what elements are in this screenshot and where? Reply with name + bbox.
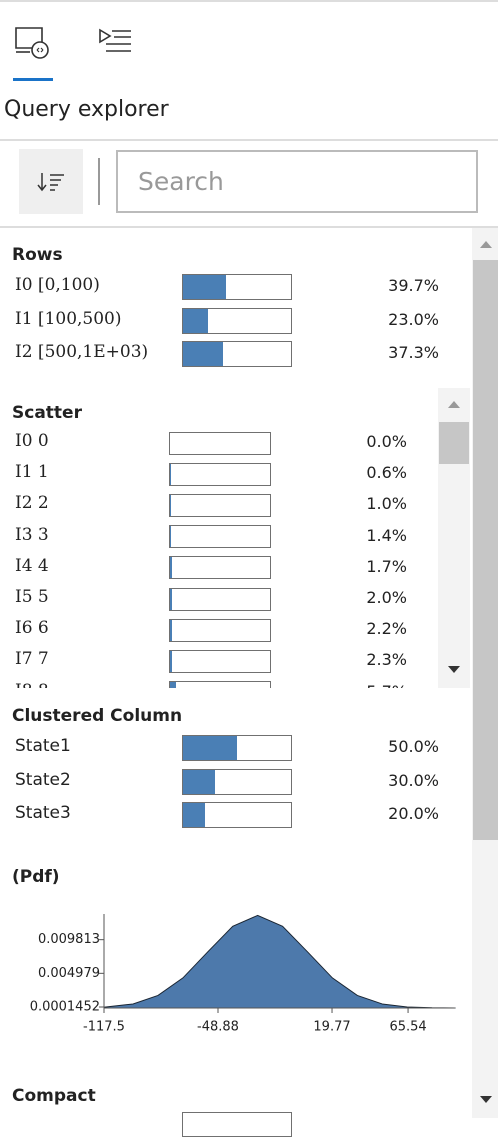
bar-frame	[182, 768, 292, 795]
content: Rows Scatter I0 0 0.0% I1 1 0.6% I2 2 1.0% I3 …	[0, 245, 470, 1137]
list-tab-icon[interactable]	[98, 28, 134, 56]
item-label: I7 7	[15, 649, 49, 670]
percent-label: 20.0%	[388, 804, 439, 823]
percent-label: 2.0%	[366, 588, 407, 607]
percent-label: 2.2%	[366, 619, 407, 639]
panel-title: Query explorer	[4, 97, 169, 122]
bar-fill	[170, 557, 172, 579]
bar-fill	[183, 275, 226, 299]
item-label: I6 6	[15, 618, 49, 639]
bar-frame	[169, 649, 271, 673]
item-label: I2 [500,1E+03)	[15, 342, 149, 362]
pdf-area	[103, 914, 456, 1009]
x-tick-label: -117.5	[83, 1020, 125, 1035]
bar-fill	[170, 463, 171, 485]
bar-fill	[170, 650, 173, 672]
percent-label: 39.7%	[388, 276, 439, 295]
y-tick-label: 0.009813	[38, 932, 100, 947]
bar-fill	[183, 342, 224, 366]
separator	[98, 158, 100, 205]
item-label: I0 [0,100)	[15, 275, 100, 295]
bar-fill	[183, 769, 216, 794]
scroll-down-arrow[interactable]	[478, 1094, 494, 1106]
percent-label: 1.0%	[366, 494, 407, 514]
search-placeholder: Search	[138, 167, 224, 196]
section-title: (Pdf)	[12, 867, 60, 887]
percent-label: 37.3%	[388, 343, 439, 362]
item-label: State2	[15, 769, 71, 790]
bar-frame	[169, 462, 271, 486]
x-tick-label: 19.77	[313, 1020, 350, 1035]
explorer-tab-icon[interactable]	[12, 24, 54, 62]
item-label: I5 5	[15, 587, 49, 607]
x-tick-label: 65.54	[389, 1020, 426, 1035]
scroll-up-arrow[interactable]	[478, 238, 494, 250]
bar-frame	[182, 307, 292, 334]
bar-fill	[183, 736, 237, 760]
item-label: State3	[15, 803, 71, 823]
percent-label: 50.0%	[388, 737, 439, 756]
bar-frame	[169, 618, 271, 642]
sort-button[interactable]	[19, 149, 83, 214]
bar-frame	[182, 802, 292, 828]
divider	[0, 139, 498, 141]
section-title: Compact	[12, 1086, 96, 1106]
bar-frame	[169, 681, 271, 688]
percent-label: 23.0%	[388, 309, 439, 329]
bar-frame	[169, 556, 271, 580]
divider	[0, 226, 498, 228]
bar-fill	[183, 308, 208, 333]
section-title: Scatter	[12, 403, 82, 423]
active-tab-indicator	[13, 78, 53, 81]
search-box[interactable]: Search	[116, 150, 478, 213]
item-label: I4 4	[15, 555, 49, 576]
item-label: I3 3	[15, 524, 49, 545]
bar-fill	[170, 682, 176, 688]
bar-frame	[182, 341, 292, 367]
item-label: I2 2	[15, 493, 49, 514]
top-border	[0, 0, 498, 2]
item-label: I1 [100,500)	[15, 308, 122, 329]
y-tick-label: 0.004979	[38, 966, 100, 981]
bar-fill	[170, 619, 173, 641]
y-tick-label: 0.0001452	[30, 999, 100, 1014]
item-label: I8 8	[15, 681, 49, 688]
inner-scroll-up[interactable]	[446, 398, 462, 410]
section-title: Rows	[12, 245, 63, 265]
compact-bar-frame	[182, 1112, 292, 1137]
bar-fill	[170, 588, 172, 610]
percent-label: 5.7%	[327, 682, 407, 688]
scatter-scroll-area: Scatter I0 0 0.0% I1 1 0.6% I2 2 1.0% I3 3 1.4%…	[0, 388, 470, 688]
bar-fill	[170, 494, 171, 516]
x-tick-label: -48.88	[197, 1020, 239, 1035]
bar-frame	[169, 525, 271, 549]
bar-fill	[183, 803, 205, 827]
inner-scroll-down[interactable]	[446, 664, 462, 676]
percent-label: 1.4%	[366, 525, 407, 545]
section-title: Clustered Column	[12, 706, 183, 726]
item-label: State1	[15, 736, 71, 756]
bar-frame	[169, 587, 271, 611]
bar-frame	[182, 735, 292, 761]
pdf-chart: 0.0001452 0.004979 0.009813 -117.5 -48.88 19.…	[30, 914, 456, 1035]
bar-frame	[169, 493, 271, 517]
percent-label: 1.7%	[366, 556, 407, 576]
bar-frame	[169, 431, 271, 455]
percent-label: 0.0%	[366, 432, 407, 451]
item-label: I0 0	[15, 431, 49, 451]
bar-frame	[182, 274, 292, 300]
bar-fill	[170, 526, 172, 548]
percent-label: 2.3%	[366, 650, 407, 670]
percent-label: 30.0%	[388, 770, 439, 790]
percent-label: 0.6%	[366, 463, 407, 483]
inner-scrollbar-thumb[interactable]	[439, 422, 469, 464]
item-label: I1 1	[15, 462, 49, 483]
scrollbar-thumb[interactable]	[473, 260, 498, 840]
